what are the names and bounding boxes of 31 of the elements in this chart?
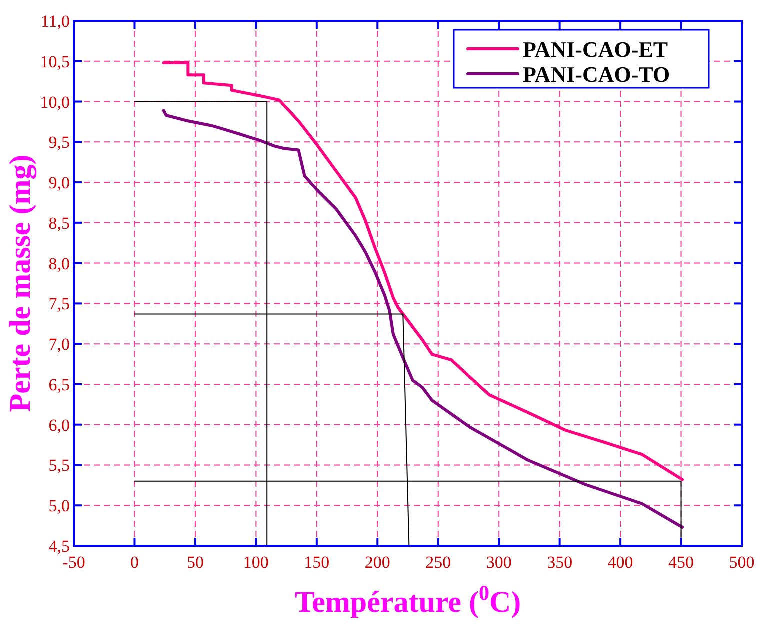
y-tick-label: 6,0 (48, 416, 70, 435)
y-tick-label: 7,0 (48, 335, 70, 354)
y-tick-label: 4,5 (48, 537, 70, 556)
x-tick-label: 100 (243, 553, 269, 572)
legend-label: PANI-CAO-ET (523, 37, 668, 62)
y-tick-label: 10,0 (40, 92, 70, 112)
line-series (162, 109, 684, 529)
line-series (162, 62, 684, 482)
x-tick-label: 200 (364, 553, 390, 572)
y-tick-label: 6,5 (48, 375, 70, 394)
y-tick-label: 11,0 (40, 12, 70, 31)
x-tick-label: 500 (729, 553, 755, 572)
y-tick-label: 5,5 (48, 456, 70, 476)
y-tick-label: 5,0 (48, 496, 70, 516)
y-tick-label: 8,5 (48, 214, 70, 233)
y-tick-label: 7,5 (48, 294, 70, 314)
x-tick-label: 0 (130, 553, 139, 572)
y-tick-label: 8,0 (48, 254, 70, 274)
y-tick-label: 9,5 (48, 133, 70, 152)
y-axis-title: Perte de masse (mg) (4, 154, 37, 412)
x-tick-label: 450 (668, 553, 694, 572)
x-tick-label: 150 (304, 553, 330, 572)
x-tick-label: 400 (608, 553, 634, 572)
x-tick-label: 50 (186, 553, 204, 572)
y-tick-label: 9,0 (48, 174, 70, 193)
y-tick-label: 10,5 (40, 52, 70, 72)
x-tick-label: 250 (426, 553, 452, 572)
x-tick-label: 350 (547, 553, 573, 572)
x-tick-label: -50 (62, 553, 86, 572)
legend-label: PANI-CAO-TO (523, 62, 670, 87)
x-tick-label: 300 (486, 553, 512, 572)
